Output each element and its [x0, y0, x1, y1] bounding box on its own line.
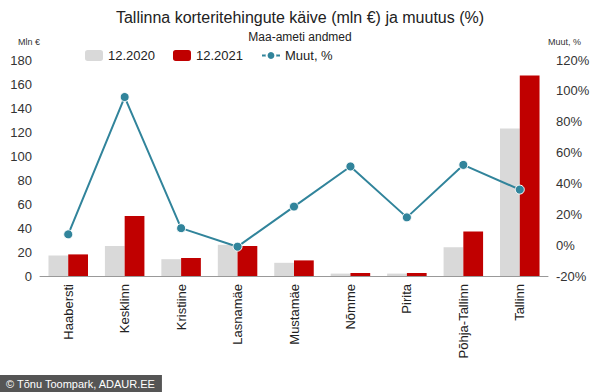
svg-text:0%: 0% [556, 238, 575, 253]
svg-text:Kristiine: Kristiine [174, 284, 189, 330]
svg-text:40: 40 [18, 221, 32, 236]
svg-text:Haabersti: Haabersti [61, 284, 76, 340]
svg-text:40%: 40% [556, 176, 582, 191]
svg-text:Tallinna korteritehingute käiv: Tallinna korteritehingute käive (mln €) … [116, 9, 484, 26]
svg-text:0: 0 [25, 269, 32, 284]
svg-text:Põhja-Tallinn: Põhja-Tallinn [456, 284, 471, 358]
svg-text:100%: 100% [556, 83, 590, 98]
svg-text:60%: 60% [556, 145, 582, 160]
svg-text:Mustamäe: Mustamäe [287, 284, 302, 345]
svg-text:20%: 20% [556, 207, 582, 222]
svg-text:20: 20 [18, 245, 32, 260]
svg-text:180: 180 [10, 53, 32, 68]
svg-text:160: 160 [10, 77, 32, 92]
svg-text:Nõmme: Nõmme [343, 284, 358, 330]
svg-text:© Tõnu Toompark, ADAUR.EE: © Tõnu Toompark, ADAUR.EE [6, 378, 155, 390]
svg-text:80%: 80% [556, 114, 582, 129]
svg-text:120%: 120% [556, 53, 590, 68]
svg-text:Muut, %: Muut, % [548, 37, 581, 47]
svg-text:Maa-ameti andmed: Maa-ameti andmed [248, 30, 351, 44]
svg-text:Mln €: Mln € [18, 37, 40, 47]
svg-text:Tallinn: Tallinn [512, 284, 527, 321]
svg-text:80: 80 [18, 173, 32, 188]
svg-text:Lasnamäe: Lasnamäe [230, 284, 245, 345]
svg-text:60: 60 [18, 197, 32, 212]
svg-text:12.2021: 12.2021 [196, 48, 243, 63]
svg-text:120: 120 [10, 125, 32, 140]
svg-text:Kesklinn: Kesklinn [117, 284, 132, 333]
svg-text:140: 140 [10, 101, 32, 116]
svg-text:Muut, %: Muut, % [285, 48, 333, 63]
svg-text:-20%: -20% [556, 269, 587, 284]
svg-text:12.2020: 12.2020 [108, 48, 155, 63]
svg-text:100: 100 [10, 149, 32, 164]
svg-text:Pirita: Pirita [399, 283, 414, 313]
